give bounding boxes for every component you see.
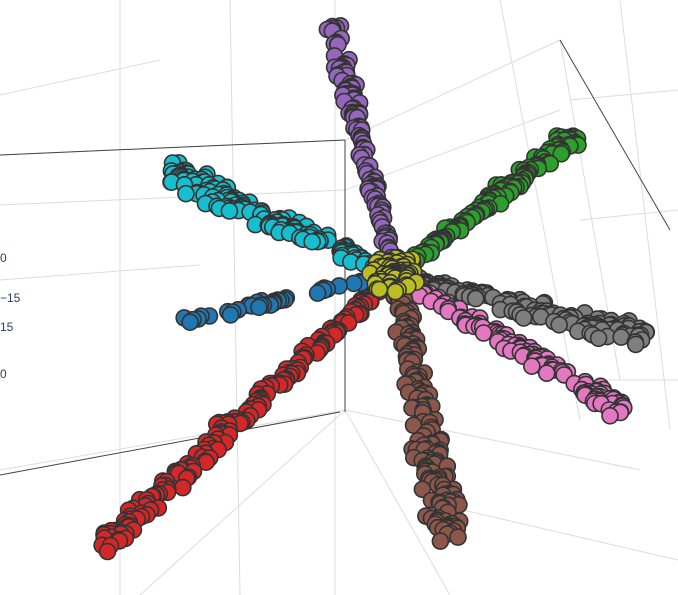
data-points — [93, 17, 656, 561]
tick-label-3: 0 — [0, 367, 7, 381]
grid-line-17 — [569, 89, 678, 101]
grid-line-3 — [0, 264, 201, 281]
tick-label-0: 0 — [0, 251, 7, 265]
grid-line-18 — [579, 209, 678, 221]
axis-edge — [0, 139, 346, 156]
tick-label-2: 15 — [0, 320, 14, 334]
data-point — [601, 406, 619, 425]
data-point — [181, 313, 199, 332]
grid-line-6 — [229, 0, 241, 595]
data-point — [589, 329, 608, 348]
data-point — [552, 145, 571, 163]
grid-line-15 — [344, 409, 451, 595]
tick-label-1: −15 — [0, 291, 21, 305]
data-point — [626, 335, 645, 354]
data-point — [221, 306, 240, 324]
data-point — [466, 289, 485, 308]
grid-line-16 — [139, 409, 346, 595]
data-point — [431, 532, 450, 550]
data-point — [344, 274, 363, 293]
data-point — [550, 315, 569, 334]
data-point — [386, 282, 405, 301]
data-point — [449, 528, 467, 546]
grid-line-1 — [0, 59, 161, 96]
data-point — [220, 202, 239, 220]
data-point — [250, 298, 268, 317]
data-point — [177, 184, 195, 203]
grid-line-2 — [0, 189, 346, 206]
grid-line-11 — [499, 0, 581, 421]
data-point — [514, 309, 533, 327]
data-point — [303, 232, 321, 251]
data-point — [98, 542, 117, 561]
data-point — [174, 478, 192, 497]
data-point — [537, 364, 556, 383]
grid-line-13 — [619, 0, 671, 431]
axis-edge — [0, 411, 341, 476]
tick-labels: 0 −15 15 0 — [0, 251, 21, 381]
axis-edge — [559, 39, 671, 231]
data-point — [522, 357, 541, 376]
data-point — [474, 324, 493, 342]
grid-line-10 — [344, 409, 641, 471]
data-point — [308, 284, 327, 302]
grid-line-8 — [344, 39, 561, 141]
data-point — [370, 280, 389, 299]
grid-line-4 — [0, 409, 346, 471]
